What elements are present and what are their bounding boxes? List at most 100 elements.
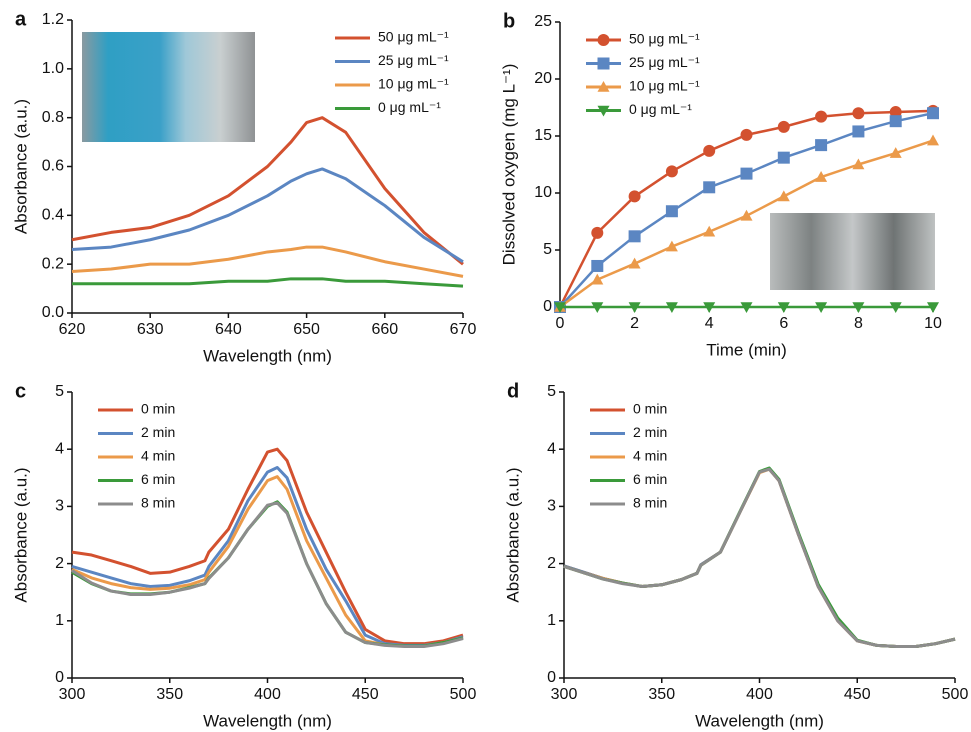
marker [889,147,902,158]
x-tick-label: 8 [854,315,863,332]
series-line [71,167,464,263]
panel-label: d [507,380,519,402]
y-tick-label: 0 [543,298,552,315]
inset-photo [82,32,255,142]
y-tick-label: 0.2 [42,255,64,272]
marker [815,302,828,313]
legend-label: 0 μg mL⁻¹ [378,99,441,115]
series-line [563,467,956,649]
marker [665,240,678,252]
y-tick-label: 0 [55,669,64,686]
legend-label: 25 μg mL⁻¹ [629,54,700,70]
marker [777,302,790,313]
y-tick-label: 0.4 [42,207,64,224]
x-tick-label: 640 [215,321,242,338]
y-axis-label: Absorbance (a.u.) [11,99,30,234]
legend-marker [597,81,610,92]
y-tick-label: 3 [547,498,556,515]
series-line [71,475,464,648]
y-tick-label: 0 [547,669,556,686]
marker [740,209,753,221]
marker [591,226,604,239]
series-line [71,447,464,646]
x-tick-label: 2 [630,315,639,332]
legend-label: 0 min [633,401,667,417]
marker [777,120,790,133]
marker [740,167,753,180]
y-tick-label: 0.8 [42,109,64,126]
legend-label: 10 μg mL⁻¹ [378,76,449,92]
x-tick-label: 4 [705,315,714,332]
marker [703,302,716,313]
series-line [71,116,464,266]
legend-label: 50 μg mL⁻¹ [378,29,449,45]
x-tick-label: 0 [556,315,565,332]
x-tick-label: 500 [450,686,477,703]
x-axis-label: Time (min) [706,340,787,359]
x-tick-label: 620 [59,321,86,338]
y-tick-label: 0.6 [42,158,64,175]
marker [815,171,828,182]
x-tick-label: 350 [156,686,183,703]
y-axis-label: Absorbance (a.u.) [11,467,30,602]
marker [777,190,790,202]
marker [889,106,902,119]
x-tick-label: 400 [254,686,281,703]
inset-photo [770,213,935,290]
y-tick-label: 2 [55,555,64,572]
marker [889,302,902,313]
marker [591,259,604,272]
marker [665,205,678,218]
series-line [72,277,464,288]
x-tick-label: 6 [779,315,788,332]
legend-label: 6 min [141,471,175,487]
panel-label: a [15,8,27,30]
marker [740,302,753,313]
marker [927,107,939,120]
y-tick-label: 1.2 [42,11,64,28]
y-tick-label: 1 [55,612,64,629]
series-line [71,466,464,647]
marker [852,302,865,313]
x-axis-label: Wavelength (nm) [695,711,824,730]
panel-label: b [503,10,515,32]
y-tick-label: 1 [547,612,556,629]
legend-label: 25 μg mL⁻¹ [378,52,449,68]
marker [889,115,902,128]
legend-label: 0 μg mL⁻¹ [629,101,692,117]
legend-label: 0 min [141,401,175,417]
marker [927,134,939,146]
legend-marker [597,57,610,70]
legend-label: 8 min [141,495,175,511]
series-line [71,245,464,278]
series-line [563,466,956,649]
x-tick-label: 650 [293,321,320,338]
y-tick-label: 10 [534,184,552,201]
y-tick-label: 4 [547,440,556,457]
x-tick-label: 500 [942,686,969,703]
marker [927,302,939,313]
marker [852,158,865,170]
y-tick-label: 25 [534,13,552,30]
x-tick-label: 400 [746,686,773,703]
y-tick-label: 5 [55,383,64,400]
y-tick-label: 3 [55,498,64,515]
x-tick-label: 300 [551,686,578,703]
x-tick-label: 450 [352,686,379,703]
legend-label: 10 μg mL⁻¹ [629,78,700,94]
legend-marker [597,34,610,46]
marker [628,190,641,203]
x-tick-label: 10 [924,315,942,332]
x-tick-label: 660 [371,321,398,338]
y-tick-label: 1.0 [42,60,64,77]
x-tick-label: 630 [137,321,164,338]
marker [665,302,678,313]
marker [703,181,716,194]
x-tick-label: 670 [450,321,477,338]
y-tick-label: 20 [534,70,552,87]
marker [815,110,828,123]
y-tick-label: 4 [55,440,64,457]
legend-label: 2 min [141,424,175,440]
series-line [563,467,956,649]
